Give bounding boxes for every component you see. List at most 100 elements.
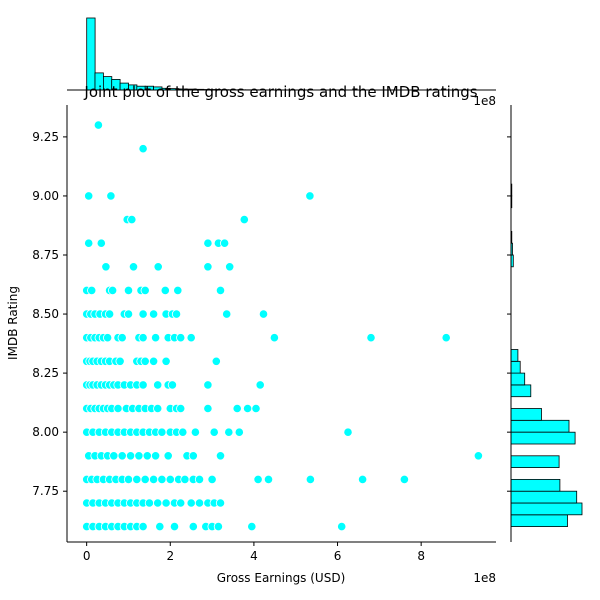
data-point: [186, 333, 196, 343]
x-ticks: 0 2 4 6 8: [83, 542, 425, 563]
data-point: [239, 215, 249, 225]
data-point: [473, 451, 483, 461]
y-hist-bar: [510, 490, 578, 504]
data-point: [101, 262, 111, 272]
data-point: [243, 403, 253, 414]
data-point: [188, 451, 198, 461]
data-point: [251, 403, 261, 414]
data-point: [188, 521, 198, 532]
data-point: [132, 474, 142, 484]
data-point: [213, 521, 223, 532]
data-point: [134, 451, 144, 461]
data-point: [138, 333, 148, 343]
data-point: [203, 403, 213, 414]
y-hist-bar: [510, 502, 583, 516]
y-hist-bar: [510, 349, 519, 362]
data-point: [161, 356, 171, 366]
data-point: [127, 215, 137, 225]
x-tick-label: 2: [166, 549, 174, 563]
y-axis-label: IMDB Rating: [6, 286, 20, 360]
data-point: [140, 474, 150, 484]
data-point: [215, 451, 226, 461]
data-point: [190, 427, 200, 437]
data-point: [207, 474, 217, 484]
y-tick-label: 7.75: [32, 484, 59, 498]
scatter-points: [82, 120, 483, 532]
data-point: [123, 309, 134, 319]
data-point: [115, 356, 125, 366]
y-tick-label: 9.25: [32, 130, 59, 144]
y-hist-bar: [510, 514, 568, 527]
y-hist-bar: [510, 431, 576, 445]
data-point: [105, 309, 115, 319]
y-hist-bar: [510, 455, 560, 468]
data-point: [209, 427, 219, 437]
data-point: [84, 191, 94, 201]
data-point: [96, 238, 106, 248]
data-point: [171, 309, 182, 319]
data-point: [305, 191, 315, 201]
data-point: [203, 262, 213, 272]
y-marginal-histogram: [507, 105, 583, 542]
data-point: [157, 474, 167, 484]
data-point: [173, 285, 183, 295]
data-point: [106, 191, 116, 201]
data-point: [153, 262, 163, 272]
x-axis-label: Gross Earnings (USD): [217, 571, 346, 585]
data-point: [153, 403, 163, 414]
data-point: [128, 262, 139, 272]
data-point: [167, 380, 177, 390]
y-tick-label: 8.25: [32, 366, 59, 380]
data-point: [305, 474, 315, 484]
data-point: [108, 285, 118, 295]
data-point: [247, 521, 257, 532]
y-hist-bar: [510, 419, 570, 433]
data-point: [123, 474, 134, 484]
y-tick-label: 9.00: [32, 189, 59, 203]
data-point: [117, 451, 127, 461]
data-point: [224, 427, 234, 437]
data-point: [220, 238, 230, 248]
data-point: [186, 498, 196, 508]
data-point: [149, 356, 159, 366]
data-point: [203, 238, 213, 248]
data-point: [93, 120, 104, 130]
data-point: [176, 403, 186, 414]
data-point: [138, 144, 148, 154]
y-hist-bar: [510, 478, 561, 492]
y-hist-bar: [510, 360, 521, 374]
data-point: [441, 333, 451, 343]
data-point: [126, 451, 136, 461]
data-point: [153, 380, 163, 390]
data-point: [84, 238, 94, 248]
data-point: [109, 451, 119, 461]
data-point: [263, 474, 274, 484]
data-point: [178, 427, 188, 437]
data-point: [165, 474, 175, 484]
data-point: [142, 451, 152, 461]
data-point: [144, 498, 154, 508]
data-point: [151, 451, 161, 461]
data-point: [117, 333, 127, 343]
x-tick-label: 8: [417, 549, 425, 563]
data-point: [357, 474, 368, 484]
data-point: [222, 309, 232, 319]
data-point: [232, 403, 242, 414]
x-hist-bar: [86, 17, 96, 91]
data-point: [138, 380, 148, 390]
data-point: [87, 285, 97, 295]
y-tick-label: 8.00: [32, 425, 59, 439]
data-point: [215, 498, 226, 508]
data-point: [138, 309, 148, 319]
data-point: [161, 498, 171, 508]
data-point: [169, 521, 180, 532]
data-point: [103, 333, 113, 343]
data-point: [153, 498, 163, 508]
data-point: [113, 403, 123, 414]
data-point: [225, 262, 235, 272]
data-point: [234, 427, 244, 437]
y-offset-label: 1e8: [473, 94, 496, 108]
x-marginal-histogram: [67, 17, 496, 91]
data-point: [138, 521, 148, 532]
